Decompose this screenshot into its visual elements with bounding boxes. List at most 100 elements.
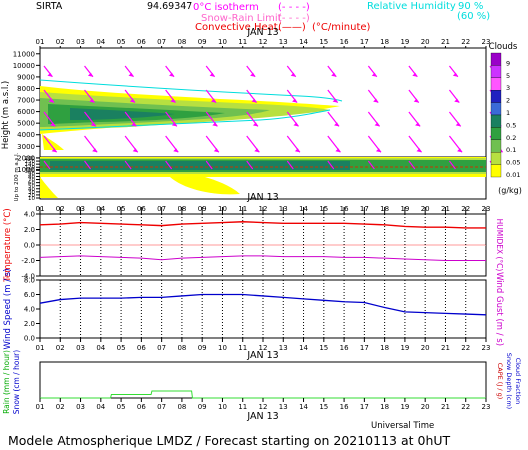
wind-arrow-head [132, 148, 138, 153]
colorbar-swatch [490, 152, 502, 165]
hour-label: 23 [482, 205, 491, 213]
y-tick-label: 3000 [17, 143, 35, 151]
y-tick-label: 80 [28, 174, 35, 180]
y-tick-label: 150 [25, 159, 36, 165]
wind-arrow [367, 160, 375, 170]
hour-label: 12 [259, 205, 268, 213]
snow-rain-legend: (- - - -) [278, 13, 310, 24]
gust-ylabel: Wind Gust (m / s) [494, 272, 504, 346]
zero-isotherm-legend: (- - - -) [278, 2, 310, 13]
hour-label: 10 [218, 205, 227, 213]
hour-label: 15 [319, 344, 328, 352]
y-tick-label: 0.0 [24, 335, 35, 343]
hour-label: 13 [279, 38, 288, 46]
wind-arrows-lower [43, 160, 497, 170]
y-tick-label: 9000 [17, 73, 35, 81]
hour-label: 20 [421, 344, 430, 352]
wind-arrow-head [294, 148, 300, 153]
hour-label: 09 [198, 205, 207, 213]
wind-panel-frame [39, 279, 487, 339]
precip-panel [39, 361, 487, 399]
hour-label: 08 [177, 344, 186, 352]
wind-arrow-head [293, 122, 299, 127]
wind-arrow-head [452, 72, 458, 77]
low-fog-mid [170, 177, 240, 195]
wind-arrow-head [254, 148, 260, 153]
colorbar-label: 9 [506, 59, 510, 67]
upper-y-axis: 1000 2000 3000 4000 5000 6000 7000 8000 9000 1000… [13, 50, 40, 174]
hour-label: 07 [157, 344, 166, 352]
hour-label: 17 [360, 403, 369, 411]
date-label-top: JAN 13 [246, 27, 278, 38]
wind-arrow-head [173, 148, 179, 153]
mid-hour-axis: 01 02 03 04 05 06 07 08 09 10 11 12 13 14 15 16 17 18 19 20… [36, 205, 491, 214]
wind-arrow [205, 160, 213, 170]
colorbar-swatch [490, 77, 502, 91]
hour-label: 12 [259, 38, 268, 46]
hour-label: 09 [198, 344, 207, 352]
wind-hour-axis: 01 02 03 04 05 06 07 08 09 10 11 12 13 14 15 16 17 18 19 20… [36, 338, 490, 352]
y-tick-label: 11000 [13, 50, 35, 58]
wind-arrow-head [251, 98, 257, 103]
y-tick-label: 40 [28, 187, 35, 193]
rh-contour-60 [39, 109, 331, 131]
universal-time-label: Universal Time [371, 421, 434, 431]
wind-arrow-head [412, 72, 418, 77]
wind-arrow-head [290, 72, 296, 77]
wind-panel [39, 279, 487, 339]
colorbar-label: 0.5 [506, 121, 516, 129]
hour-label: 11 [238, 205, 247, 213]
y-tick-label: 200 [25, 156, 36, 162]
hour-label: 01 [36, 344, 45, 352]
wind-arrow-head [90, 122, 96, 127]
wind-arrow-head [292, 98, 298, 103]
zero-isotherm-label: 0°C isotherm [193, 2, 259, 13]
hour-label: 17 [360, 205, 369, 213]
wind-arrow [327, 160, 335, 170]
y-tick-label: 50 [28, 184, 35, 190]
humidity-90: 90 % [458, 1, 483, 12]
humidex-line [39, 255, 486, 261]
wind-arrow-head [129, 98, 135, 103]
wind-arrow-head [371, 72, 377, 77]
hour-label: 11 [238, 38, 247, 46]
temp-y-axis: 4.0 2.0 0.0 -2.0 -4.0 [21, 211, 40, 281]
humidex-ylabel: HUMIDEX (°C) [495, 219, 504, 272]
y-tick-label: 1000 [17, 166, 35, 174]
wind-arrow-head [334, 122, 340, 127]
y-tick-label: 120 [25, 165, 36, 171]
hour-label: 18 [380, 403, 389, 411]
wind-arrow-head [457, 148, 463, 153]
y-tick-label: 5000 [17, 120, 35, 128]
forecast-caption: Modele Atmospherique LMDZ / Forecast sta… [8, 433, 451, 448]
wind-arrow [408, 160, 416, 170]
hour-label: 20 [421, 205, 430, 213]
y-tick-label: 10 [28, 196, 35, 202]
lower-cloud-panel [39, 156, 497, 200]
hour-label: 07 [157, 403, 166, 411]
y-tick-label: 90 [28, 171, 35, 177]
temp-series [39, 221, 486, 261]
colorbar-swatch [490, 127, 502, 140]
hour-label: 13 [279, 344, 288, 352]
hour-label: 15 [319, 403, 328, 411]
hour-label: 15 [319, 38, 328, 46]
wind-arrow [84, 160, 91, 170]
wind-arrow-head [50, 122, 56, 127]
wind-speed-line [39, 293, 487, 316]
colorbar-swatch [490, 139, 502, 153]
hour-label: 16 [340, 38, 349, 46]
low-band-core [50, 161, 350, 170]
colorbar-swatch [490, 90, 502, 103]
hour-label: 23 [482, 38, 491, 46]
wind-arrow-head [209, 72, 215, 77]
hour-label: 06 [137, 403, 146, 411]
hour-label: 03 [76, 403, 85, 411]
wind-arrow-head [335, 148, 341, 153]
hour-label: 05 [117, 38, 126, 46]
colorbar-label: 2 [506, 97, 510, 105]
station-name: SIRTA [36, 1, 63, 12]
hour-label: 22 [461, 403, 470, 411]
